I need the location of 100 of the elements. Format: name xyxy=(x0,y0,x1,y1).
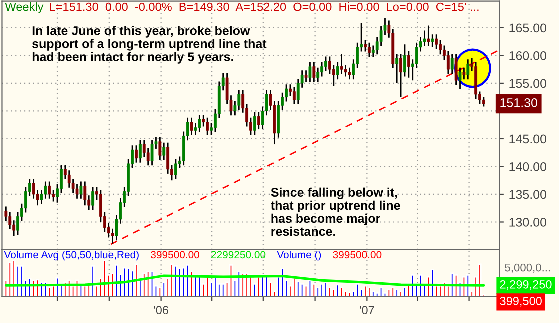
annotation: 399,500 xyxy=(500,297,542,307)
bar xyxy=(245,272,249,297)
candlestick xyxy=(454,53,458,86)
bar xyxy=(162,282,166,297)
x-tick-label: '06 xyxy=(154,306,168,315)
candlestick xyxy=(48,181,52,200)
candlestick xyxy=(450,53,454,75)
candlestick xyxy=(462,67,466,80)
candlestick xyxy=(308,62,312,84)
candlestick xyxy=(198,114,202,134)
candlestick xyxy=(446,50,450,75)
candlestick xyxy=(400,53,402,98)
bar xyxy=(249,274,253,297)
chart-title: Weekly xyxy=(5,2,44,14)
candlestick xyxy=(190,117,194,136)
candlestick xyxy=(340,53,344,75)
y-tick-label: 145.00 xyxy=(510,134,547,144)
text: Volume Avg (50,50,blue,Red) xyxy=(4,250,139,261)
candlestick xyxy=(138,139,142,164)
candlestick xyxy=(431,34,434,48)
bar xyxy=(344,290,348,297)
candlestick xyxy=(396,53,399,84)
bar xyxy=(438,285,442,297)
candlestick xyxy=(174,158,178,180)
bar xyxy=(312,284,316,297)
bar xyxy=(308,280,312,297)
annotation: 2,299,250 xyxy=(500,280,552,290)
bar xyxy=(356,284,360,297)
candlestick xyxy=(92,186,94,211)
candlestick xyxy=(292,86,296,106)
y-tick-label: 135.00 xyxy=(510,190,547,200)
bar xyxy=(379,287,384,297)
candlestick xyxy=(146,148,150,166)
y-tick-label: 160.00 xyxy=(510,52,547,60)
bar xyxy=(222,284,226,297)
annotation: Since falling below it, that prior uptrend line has become major resistance. xyxy=(271,188,400,236)
bar xyxy=(206,276,210,297)
candlestick xyxy=(253,112,256,136)
candlestick xyxy=(162,142,166,161)
bar xyxy=(296,281,300,297)
candlestick xyxy=(135,144,138,164)
candlestick xyxy=(84,181,87,206)
bar xyxy=(12,260,16,297)
candlestick xyxy=(202,114,206,128)
bar xyxy=(83,285,87,297)
bar xyxy=(103,260,107,297)
bar xyxy=(372,290,376,297)
candlestick xyxy=(60,164,63,194)
candlestick xyxy=(158,136,162,161)
candlestick xyxy=(257,112,260,130)
candlestick xyxy=(482,96,486,108)
bar xyxy=(170,264,174,297)
bar xyxy=(340,287,344,297)
candlestick xyxy=(332,64,336,87)
candlestick xyxy=(466,58,470,80)
bar xyxy=(478,264,482,297)
y-tick-label: 130.00 xyxy=(510,218,547,227)
y-tick-label: 165.00 xyxy=(510,24,547,33)
bar xyxy=(403,287,407,297)
candlestick xyxy=(150,139,154,166)
bar xyxy=(300,284,304,297)
candlestick xyxy=(368,42,371,58)
bar xyxy=(91,266,95,297)
text: 5,000,0... xyxy=(505,264,550,274)
bar xyxy=(399,290,403,297)
text: 399500.00 xyxy=(333,251,382,259)
bar xyxy=(368,287,372,297)
bar xyxy=(336,284,340,297)
annotation: In late June of this year, broke below support of a long-term uptrend line that had been intact for nearly 5 years. xyxy=(32,26,267,64)
bar xyxy=(324,282,328,297)
candlestick xyxy=(166,142,170,175)
y-tick-label: 155.00 xyxy=(510,79,547,88)
candlestick xyxy=(435,34,438,50)
bar xyxy=(320,284,324,297)
candlestick xyxy=(80,181,83,200)
bar xyxy=(391,287,395,297)
candlestick xyxy=(348,67,352,80)
y-tick-label: 140.00 xyxy=(510,162,547,172)
text: Volume () xyxy=(277,250,322,261)
bar xyxy=(20,266,24,297)
bar xyxy=(387,288,392,297)
candlestick xyxy=(206,117,210,136)
bar xyxy=(395,288,399,297)
text: 399500.00 xyxy=(151,251,200,259)
candlestick xyxy=(16,212,20,236)
candlestick xyxy=(312,62,316,84)
bar xyxy=(364,285,368,297)
candlestick xyxy=(407,50,410,79)
bar xyxy=(134,264,138,297)
candlestick xyxy=(458,67,462,90)
bar xyxy=(210,282,214,297)
bar xyxy=(332,288,336,297)
candlestick xyxy=(316,67,320,84)
candlestick xyxy=(427,25,430,47)
x-tick-label: '07 xyxy=(360,306,374,315)
bar xyxy=(348,292,352,297)
chart-subtitle: L=151.30 0.00 -0.00% B=149.30 A=152.20 O=0.00 Hi=0.00 Lo=0.00 C=15' ... xyxy=(50,2,479,12)
candlestick xyxy=(404,44,406,78)
bar xyxy=(214,276,218,297)
text: 2299250.00 xyxy=(212,251,266,259)
